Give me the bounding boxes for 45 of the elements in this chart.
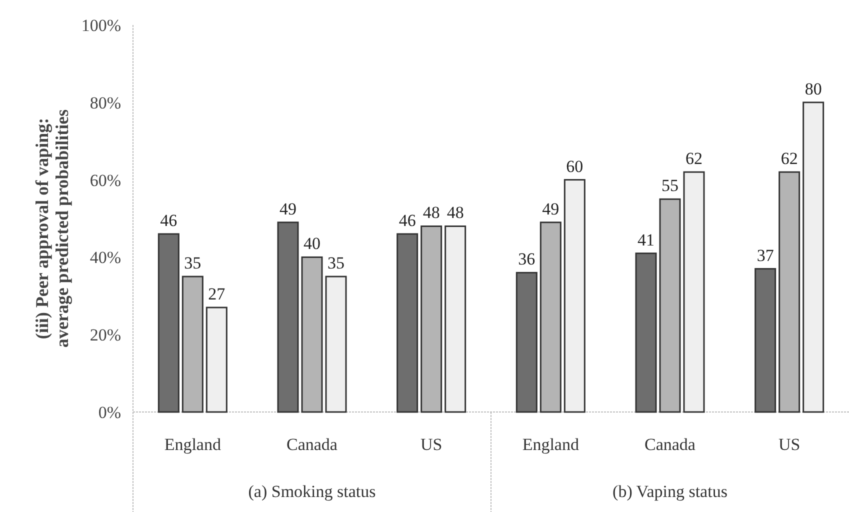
- y-tick-label: 60%: [90, 170, 121, 190]
- bar: [564, 179, 586, 413]
- y-tick-label: 100%: [81, 16, 121, 35]
- bar: [325, 276, 347, 413]
- data-label: 46: [160, 210, 178, 230]
- data-label: 49: [280, 199, 296, 218]
- data-label: 48: [446, 203, 464, 222]
- y-axis-title: (iii) Peer approval of vaping: average predicted probabilities: [32, 109, 72, 348]
- data-label: 55: [662, 176, 678, 196]
- y-tick-label: 80%: [90, 93, 121, 112]
- x-tick-label: US: [420, 435, 442, 454]
- text: (a) Smoking status: [248, 482, 376, 501]
- data-label: 80: [804, 79, 822, 98]
- bar: [206, 306, 228, 413]
- bar: [802, 102, 824, 413]
- data-label: 37: [756, 246, 774, 265]
- bar: [396, 233, 418, 413]
- data-label: 40: [304, 234, 320, 254]
- data-label: 27: [208, 284, 226, 304]
- data-label: 36: [518, 250, 536, 269]
- data-label: 46: [398, 210, 416, 230]
- data-label: 41: [638, 230, 654, 250]
- bar: [516, 272, 538, 413]
- text: (b) Vaping status: [612, 482, 728, 501]
- y-tick-label: 40%: [90, 248, 121, 268]
- bar: [277, 222, 299, 413]
- bar: [158, 233, 180, 413]
- bar: [635, 252, 657, 413]
- x-tick-label: England: [522, 435, 580, 454]
- x-tick-label: US: [778, 435, 800, 454]
- data-label: 35: [184, 254, 202, 273]
- x-tick-label: England: [164, 435, 222, 454]
- data-label: 49: [542, 199, 560, 218]
- bar: [444, 225, 466, 413]
- data-label: 60: [566, 156, 584, 176]
- x-tick-label: Canada: [286, 435, 338, 454]
- data-label: 35: [328, 254, 344, 273]
- data-label: 48: [422, 203, 440, 222]
- y-tick-label: 20%: [90, 326, 121, 345]
- y-tick-label: 0%: [98, 402, 121, 422]
- bar: [683, 171, 705, 413]
- data-label: 62: [780, 149, 798, 168]
- x-tick-label: Canada: [644, 435, 696, 454]
- bar: [754, 268, 776, 413]
- data-label: 62: [686, 149, 702, 168]
